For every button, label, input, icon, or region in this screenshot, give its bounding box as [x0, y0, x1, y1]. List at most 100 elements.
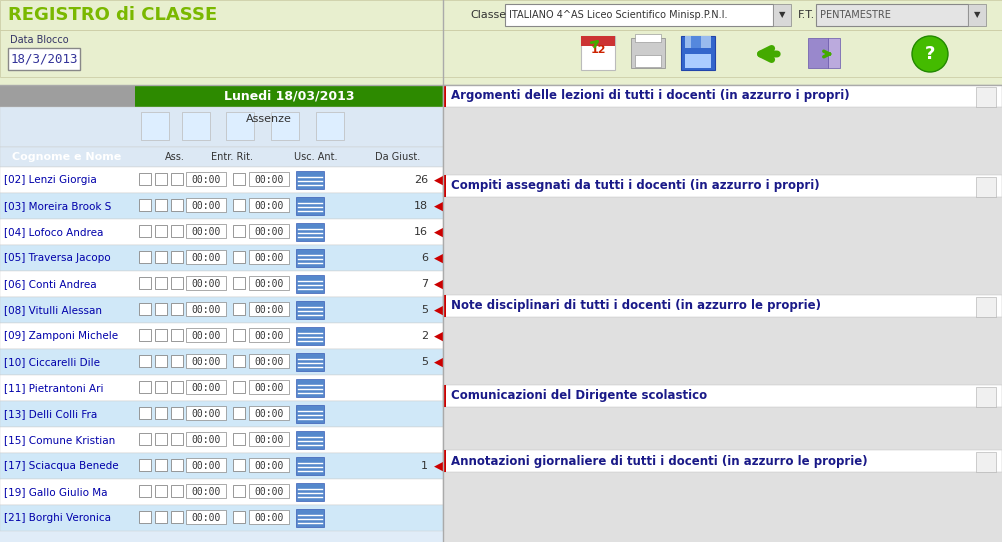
- Bar: [186, 406, 226, 420]
- Bar: [226, 112, 254, 140]
- Text: 00:00: 00:00: [191, 383, 220, 393]
- Bar: [0, 271, 443, 297]
- Text: [02] Lenzi Giorgia: [02] Lenzi Giorgia: [4, 175, 97, 185]
- Text: 00:00: 00:00: [191, 461, 220, 471]
- Bar: [155, 511, 167, 523]
- Bar: [155, 433, 167, 445]
- Bar: [296, 275, 324, 293]
- Text: 18/3/2013: 18/3/2013: [10, 53, 78, 66]
- Text: 00:00: 00:00: [191, 279, 220, 289]
- Text: [03] Moreira Brook S: [03] Moreira Brook S: [4, 201, 111, 211]
- Bar: [443, 85, 1002, 107]
- Bar: [171, 329, 183, 341]
- Bar: [186, 484, 226, 498]
- Bar: [155, 225, 167, 237]
- Bar: [139, 407, 151, 419]
- Bar: [155, 381, 167, 393]
- Bar: [976, 452, 996, 472]
- Bar: [976, 87, 996, 107]
- Bar: [443, 450, 1002, 472]
- Bar: [443, 295, 1002, 385]
- Bar: [249, 406, 289, 420]
- Bar: [155, 303, 167, 315]
- Bar: [171, 407, 183, 419]
- Bar: [0, 505, 443, 531]
- Text: 00:00: 00:00: [191, 253, 220, 263]
- Text: 00:00: 00:00: [191, 331, 220, 341]
- Text: [17] Sciacqua Benede: [17] Sciacqua Benede: [4, 461, 118, 471]
- Bar: [443, 385, 446, 407]
- Bar: [685, 36, 711, 48]
- Bar: [0, 167, 443, 193]
- Bar: [139, 381, 151, 393]
- Bar: [171, 277, 183, 289]
- Bar: [0, 107, 443, 147]
- Text: [04] Lofoco Andrea: [04] Lofoco Andrea: [4, 227, 103, 237]
- Text: 00:00: 00:00: [255, 331, 284, 341]
- Text: ?: ?: [925, 45, 935, 63]
- Bar: [171, 511, 183, 523]
- Text: [21] Borghi Veronica: [21] Borghi Veronica: [4, 513, 111, 523]
- Bar: [271, 112, 299, 140]
- Bar: [155, 355, 167, 367]
- Bar: [249, 172, 289, 186]
- Bar: [443, 295, 1002, 317]
- Text: [08] Vitulli Alessan: [08] Vitulli Alessan: [4, 305, 102, 315]
- Bar: [171, 225, 183, 237]
- Text: Comunicazioni del Dirigente scolastico: Comunicazioni del Dirigente scolastico: [451, 390, 707, 403]
- Bar: [296, 483, 324, 501]
- Bar: [0, 0, 1002, 30]
- Bar: [233, 303, 245, 315]
- Bar: [186, 302, 226, 316]
- Text: Argomenti delle lezioni di tutti i docenti (in azzurro i propri): Argomenti delle lezioni di tutti i docen…: [451, 89, 850, 102]
- Bar: [186, 276, 226, 290]
- Text: [05] Traversa Jacopo: [05] Traversa Jacopo: [4, 253, 110, 263]
- Bar: [296, 301, 324, 319]
- Bar: [685, 54, 711, 68]
- Text: 00:00: 00:00: [191, 513, 220, 523]
- Text: 00:00: 00:00: [255, 305, 284, 315]
- Bar: [139, 511, 151, 523]
- Text: 18: 18: [414, 201, 428, 211]
- Bar: [443, 85, 1002, 542]
- Bar: [443, 450, 446, 472]
- Text: 00:00: 00:00: [191, 305, 220, 315]
- Bar: [233, 277, 245, 289]
- Bar: [0, 349, 443, 375]
- Text: [09] Zamponi Michele: [09] Zamponi Michele: [4, 331, 118, 341]
- Bar: [233, 173, 245, 185]
- Bar: [139, 485, 151, 497]
- Text: [13] Delli Colli Fra: [13] Delli Colli Fra: [4, 409, 97, 419]
- Bar: [443, 85, 446, 107]
- Bar: [139, 303, 151, 315]
- Text: ▼: ▼: [779, 10, 786, 20]
- Bar: [443, 175, 1002, 197]
- Bar: [773, 4, 791, 26]
- Text: 26: 26: [414, 175, 428, 185]
- Text: 00:00: 00:00: [191, 201, 220, 211]
- Text: 00:00: 00:00: [191, 227, 220, 237]
- Bar: [186, 328, 226, 342]
- Bar: [0, 85, 443, 542]
- Bar: [296, 249, 324, 267]
- Bar: [249, 380, 289, 394]
- Bar: [186, 224, 226, 238]
- Bar: [0, 427, 443, 453]
- Bar: [139, 433, 151, 445]
- Bar: [443, 85, 1002, 175]
- Text: 5: 5: [421, 357, 428, 367]
- Text: 00:00: 00:00: [255, 227, 284, 237]
- Bar: [443, 175, 446, 197]
- Bar: [186, 198, 226, 212]
- Bar: [233, 511, 245, 523]
- Bar: [171, 251, 183, 263]
- Bar: [171, 485, 183, 497]
- Bar: [171, 381, 183, 393]
- Bar: [249, 224, 289, 238]
- Text: F.T.: F.T.: [798, 10, 816, 20]
- Bar: [249, 276, 289, 290]
- Text: 00:00: 00:00: [255, 253, 284, 263]
- Bar: [0, 375, 443, 401]
- Bar: [296, 509, 324, 527]
- Text: Annotazioni giornaliere di tutti i docenti (in azzurro le proprie): Annotazioni giornaliere di tutti i docen…: [451, 455, 868, 468]
